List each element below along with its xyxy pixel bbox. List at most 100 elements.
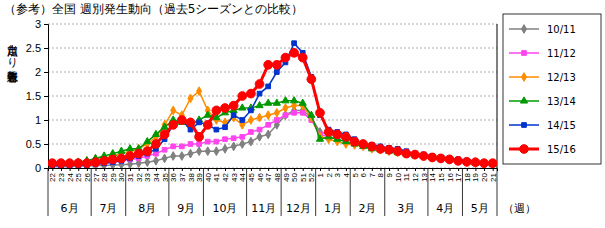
y-tick-mark — [44, 72, 48, 73]
marker — [65, 159, 74, 168]
marker — [480, 159, 489, 168]
marker — [247, 89, 256, 98]
x-tick-label: 21 — [489, 172, 498, 181]
group-separator — [48, 168, 49, 216]
group-separator — [168, 168, 169, 216]
marker — [419, 152, 428, 161]
group-label: 5月 — [471, 202, 489, 215]
marker — [48, 159, 57, 168]
group-label: 7月 — [99, 202, 117, 215]
y-tick: 0 — [35, 162, 48, 174]
marker — [214, 139, 219, 144]
y-tick-mark — [44, 96, 48, 97]
x-axis: 2223242526272829303132333435363738394041… — [48, 168, 497, 182]
marker — [274, 70, 279, 75]
x-tick-mark — [251, 168, 252, 171]
marker — [134, 149, 143, 158]
marker — [221, 104, 230, 113]
series — [48, 48, 497, 167]
y-tick: 3 — [35, 18, 48, 30]
grid-line — [48, 120, 497, 121]
x-tick-mark — [242, 168, 243, 171]
marker — [299, 99, 306, 105]
marker — [162, 147, 167, 152]
marker — [292, 41, 297, 46]
group-label: 1月 — [324, 202, 342, 215]
marker — [248, 137, 253, 146]
y-tick: 1 — [35, 114, 48, 126]
plot-frame — [497, 24, 498, 168]
marker — [266, 130, 271, 139]
y-tick-mark — [44, 24, 48, 25]
marker — [266, 122, 271, 127]
series-line — [52, 91, 492, 164]
x-tick-mark — [415, 168, 416, 171]
marker — [229, 101, 238, 110]
x-tick-mark — [70, 168, 71, 171]
group-label: 10月 — [213, 202, 238, 215]
marker — [333, 130, 342, 139]
marker — [152, 130, 159, 136]
marker — [74, 159, 83, 168]
x-tick-mark — [52, 168, 53, 171]
x-axis-title: （週） — [503, 202, 536, 215]
marker — [300, 110, 305, 115]
marker — [290, 48, 299, 57]
marker — [272, 60, 281, 69]
marker — [385, 145, 394, 154]
marker — [239, 104, 246, 110]
marker — [283, 113, 288, 118]
group-label: 12月 — [286, 202, 311, 215]
x-axis-line — [49, 169, 498, 172]
marker — [264, 60, 273, 69]
legend-marker — [521, 25, 526, 34]
marker — [283, 104, 288, 113]
marker — [307, 75, 316, 84]
marker — [350, 137, 359, 146]
y-tick-label: 1 — [35, 114, 41, 126]
y-tick-mark — [44, 120, 48, 121]
marker — [238, 92, 247, 101]
y-tick-mark — [44, 144, 48, 145]
legend-label: 15/16 — [547, 144, 576, 155]
marker — [298, 53, 307, 62]
group-separator — [350, 168, 351, 216]
marker — [240, 118, 245, 123]
marker — [257, 132, 262, 141]
group-label: 8月 — [138, 202, 156, 215]
marker — [145, 158, 150, 167]
marker — [342, 132, 351, 141]
marker — [57, 159, 66, 168]
marker — [82, 159, 91, 168]
x-tick-mark — [363, 168, 364, 171]
x-tick-mark — [95, 168, 96, 171]
marker — [231, 113, 236, 122]
x-tick-mark — [156, 168, 157, 171]
marker — [126, 145, 133, 151]
x-tick-mark — [147, 168, 148, 171]
y-axis-title: 定点当たり患者報告数 — [6, 36, 20, 83]
marker — [188, 94, 193, 103]
marker — [214, 127, 219, 132]
marker — [393, 147, 402, 156]
x-tick-mark — [173, 168, 174, 171]
marker — [445, 155, 454, 164]
group-separator — [125, 168, 126, 216]
y-tick: 2 — [35, 66, 48, 78]
x-tick-mark — [277, 168, 278, 171]
marker — [197, 87, 202, 96]
y-tick-label: 0 — [35, 162, 41, 174]
group-separator — [246, 168, 247, 216]
month-groups: 6月7月8月9月10月11月12月1月2月3月4月5月 — [48, 168, 497, 216]
group-separator — [427, 168, 428, 216]
y-tick: 1.5 — [26, 90, 48, 102]
x-tick-mark — [424, 168, 425, 171]
series-group — [48, 41, 497, 168]
marker — [169, 120, 178, 129]
y-tick: 2.5 — [26, 42, 48, 54]
group-separator — [497, 168, 498, 216]
group-separator — [384, 168, 385, 216]
series — [50, 106, 495, 168]
marker — [256, 101, 263, 107]
x-tick-mark — [234, 168, 235, 171]
